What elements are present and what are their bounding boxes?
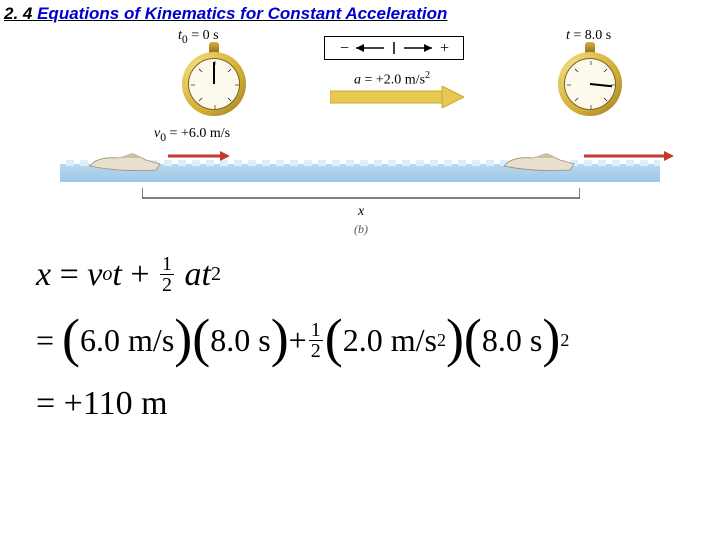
stopwatch-final	[558, 42, 622, 116]
equation-formula: x = vot + 12 at2	[36, 254, 569, 295]
plus-sign: +	[440, 40, 449, 57]
x-label: x	[358, 204, 364, 220]
section-number: 2. 4	[4, 4, 37, 23]
sign-convention-box: − +	[324, 36, 464, 60]
section-text: Equations of Kinematics for Constant Acc…	[37, 4, 447, 23]
v-arrow	[584, 148, 674, 158]
minus-sign: −	[340, 40, 349, 57]
boat-final	[502, 146, 576, 172]
kinematics-diagram: t0 = 0 s t = 8.0 s − + a = +2.0 m/s2	[60, 28, 660, 226]
v0-arrow	[168, 148, 230, 158]
b-label: (b)	[354, 222, 368, 237]
displacement-bar	[142, 188, 580, 200]
boat-initial	[88, 146, 162, 172]
v0-label: v0 = +6.0 m/s	[154, 126, 230, 144]
stopwatch-initial	[182, 42, 246, 116]
equation-result: = +110 m	[36, 385, 569, 423]
equation-substituted: = (6.0 m/s)(8.0 s) + 12 (2.0 m/s2)(8.0 s…	[36, 309, 569, 371]
acceleration-arrow	[330, 86, 464, 108]
section-title: 2. 4 Equations of Kinematics for Constan…	[4, 4, 447, 24]
equations-block: x = vot + 12 at2 = (6.0 m/s)(8.0 s) + 12…	[36, 254, 569, 437]
